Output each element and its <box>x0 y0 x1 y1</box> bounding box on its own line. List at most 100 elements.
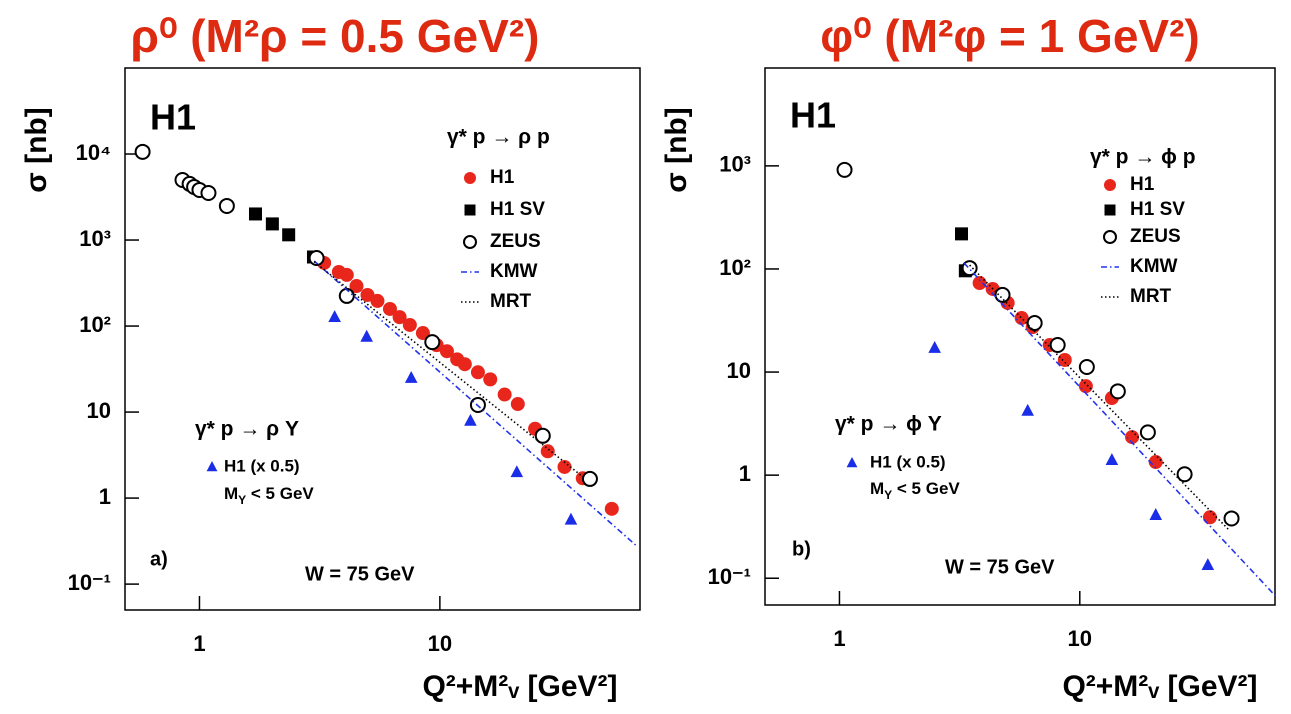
y-tick-label: 10³ <box>79 226 111 251</box>
point <box>370 293 385 308</box>
point <box>339 267 354 282</box>
y-tick-label: 10² <box>719 255 751 280</box>
y-tick-label: 10³ <box>719 152 751 177</box>
legend-marker <box>206 461 218 472</box>
legend-label: H1 (x 0.5) <box>870 452 946 471</box>
y-axis-label: σ [nb] <box>20 107 53 193</box>
point <box>564 512 578 525</box>
x-axis-label: Q²+M²ᵥ [GeV²] <box>1062 670 1257 703</box>
point <box>1139 424 1156 441</box>
legend-label: ZEUS <box>490 231 541 252</box>
legend-marker <box>1104 204 1116 216</box>
x-tick-label: 1 <box>193 631 205 656</box>
point <box>308 250 325 267</box>
point <box>510 397 525 412</box>
point <box>200 185 217 202</box>
point <box>1109 383 1126 400</box>
legend-marker <box>846 457 858 468</box>
point <box>955 227 969 241</box>
point <box>218 197 235 214</box>
y-tick-label: 10² <box>79 312 111 337</box>
point <box>557 459 572 474</box>
point <box>382 301 397 316</box>
point <box>424 334 441 351</box>
point <box>464 413 477 426</box>
plot-frame <box>124 67 641 611</box>
y-tick-label: 1 <box>99 484 111 509</box>
point <box>1078 379 1093 394</box>
point <box>972 276 987 291</box>
point <box>836 161 853 178</box>
legend-label: MRT <box>490 291 532 312</box>
point <box>1021 403 1034 416</box>
legend-label: KMW <box>490 261 538 282</box>
point <box>534 427 551 444</box>
x-tick-label: 10 <box>428 631 452 656</box>
plot-frame <box>764 67 1276 606</box>
energy-label: W = 75 GeV <box>945 556 1055 578</box>
legend-marker <box>463 235 477 249</box>
y-tick-label: 1 <box>739 461 751 486</box>
point <box>928 341 941 353</box>
legend2-title: γ* p → ϕ Y <box>835 413 942 436</box>
model-line <box>313 261 586 479</box>
y-tick-label: 10⁻¹ <box>708 564 751 589</box>
x-tick-label: 10 <box>1068 626 1092 651</box>
point <box>265 217 279 231</box>
model-line <box>313 260 639 548</box>
note-main: M <box>870 479 884 498</box>
point <box>402 317 417 332</box>
chart-title: ρ⁰ (M²ρ = 0.5 GeV²) <box>131 10 540 62</box>
note-rest: < 5 GeV <box>892 479 960 498</box>
legend-label: H1 SV <box>1130 199 1185 220</box>
point <box>328 310 341 323</box>
point <box>457 357 472 372</box>
point <box>360 329 373 342</box>
panel-label: b) <box>792 538 811 560</box>
note-sub: Y <box>238 493 246 507</box>
point <box>415 326 430 341</box>
point <box>1202 510 1217 525</box>
energy-label: W = 75 GeV <box>305 563 415 585</box>
panel-label: a) <box>150 548 168 570</box>
chart-title: φ⁰ (M²φ = 1 GeV²) <box>820 10 1199 62</box>
legend-label: KMW <box>1130 256 1178 277</box>
note-rest: < 5 GeV <box>246 484 314 503</box>
point <box>404 370 418 383</box>
legend-label: ZEUS <box>1130 226 1181 247</box>
experiment-label: H1 <box>790 95 836 136</box>
note-sub: Y <box>884 488 892 502</box>
model-line <box>963 262 1276 597</box>
x-tick-label: 1 <box>833 626 845 651</box>
legend-label: H1 SV <box>490 199 545 220</box>
point <box>1057 352 1072 367</box>
point <box>470 365 485 380</box>
x-axis-label: Q²+M²ᵥ [GeV²] <box>422 670 617 703</box>
point <box>1049 336 1066 353</box>
point <box>540 444 555 459</box>
point <box>510 465 524 478</box>
point <box>1026 315 1043 332</box>
point <box>1105 453 1119 465</box>
point <box>1149 508 1163 520</box>
point <box>282 228 296 242</box>
point <box>994 286 1011 303</box>
legend-label: MRT <box>1130 286 1172 307</box>
point <box>1148 455 1163 470</box>
y-tick-label: 10 <box>727 358 751 383</box>
point <box>483 372 498 387</box>
point <box>1223 510 1240 527</box>
point <box>497 387 512 402</box>
legend-marker <box>1103 230 1117 244</box>
note-main: M <box>224 484 238 503</box>
point <box>1176 466 1193 483</box>
legend-marker <box>464 172 476 184</box>
legend-label: H1 <box>1130 174 1155 195</box>
legend2-note: MY < 5 GeV <box>224 484 314 507</box>
point <box>248 207 262 221</box>
point <box>349 279 364 294</box>
point <box>392 310 407 325</box>
point <box>1078 358 1095 375</box>
legend-title: γ* p → ϕ p <box>1090 146 1196 169</box>
